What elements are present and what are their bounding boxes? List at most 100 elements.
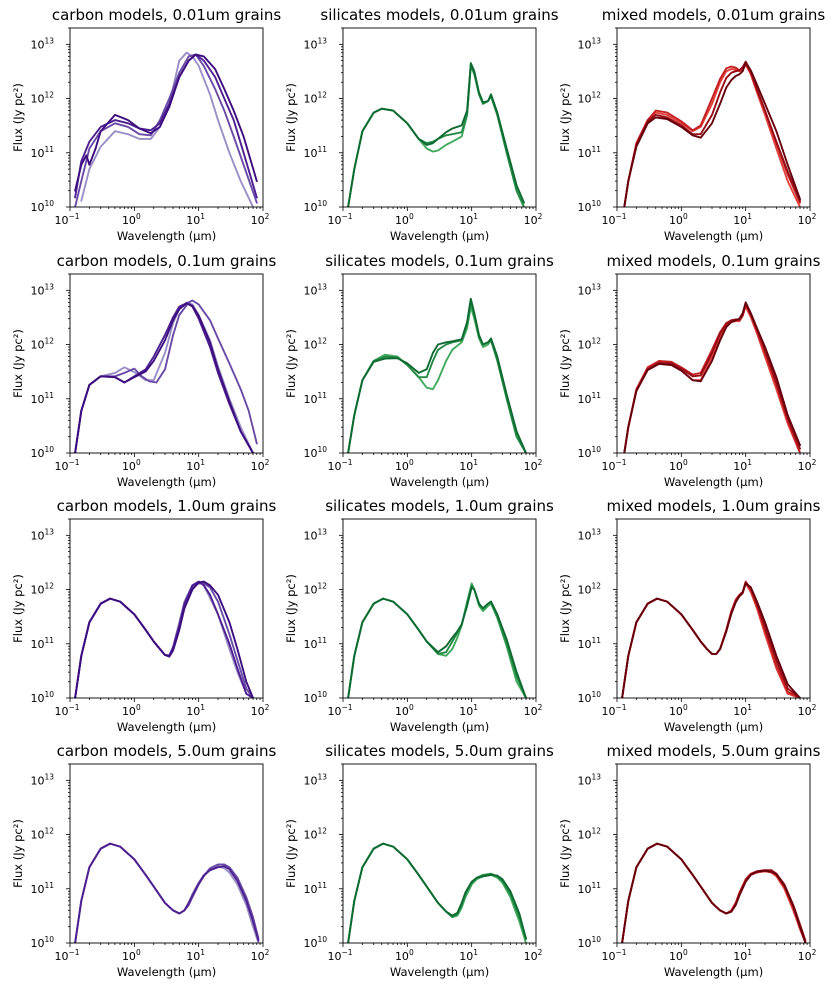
x-tick-label: 10−1: [601, 703, 626, 718]
y-axis-label: Flux (Jy pc²): [558, 329, 572, 398]
x-tick-label: 100: [122, 948, 141, 963]
x-tick-exponent: 2: [265, 703, 270, 712]
y-axis-label: Flux (Jy pc²): [284, 329, 298, 398]
x-tick-label: 100: [122, 458, 141, 473]
x-axis-label: Wavelength (μm): [117, 229, 216, 243]
chart-title: carbon models, 1.0um grains: [57, 497, 277, 515]
series-group: [623, 60, 801, 207]
y-tick-label: 1011: [30, 881, 54, 896]
x-tick-base: 10: [459, 460, 473, 473]
x-tick-base: 10: [601, 460, 615, 473]
x-tick-base: 10: [669, 705, 683, 718]
y-tick-exponent: 10: [44, 445, 54, 454]
y-tick-base: 10: [577, 937, 591, 950]
x-tick-base: 10: [524, 214, 538, 227]
y-tick-exponent: 12: [591, 582, 601, 591]
x-axis-label: Wavelength (μm): [390, 720, 489, 734]
y-tick-label: 1010: [30, 445, 54, 460]
x-tick-label: 100: [669, 703, 688, 718]
x-tick-exponent: −1: [341, 458, 352, 467]
x-tick-base: 10: [459, 705, 473, 718]
series-group: [347, 297, 527, 453]
x-tick-base: 10: [186, 214, 200, 227]
y-tick-base: 10: [30, 93, 44, 106]
y-tick-exponent: 10: [44, 690, 54, 699]
y-tick-label: 1013: [303, 282, 327, 297]
series-line: [623, 303, 801, 453]
chart-title: mixed models, 5.0um grains: [607, 742, 821, 760]
y-axis-label: Flux (Jy pc²): [284, 574, 298, 643]
y-tick-exponent: 13: [317, 282, 327, 291]
y-tick-label: 1010: [577, 690, 601, 705]
y-tick-exponent: 13: [317, 36, 327, 45]
x-tick-exponent: 2: [265, 458, 270, 467]
y-tick-base: 10: [303, 201, 317, 214]
x-tick-label: 10−1: [601, 212, 626, 227]
x-tick-base: 10: [327, 214, 341, 227]
x-tick-exponent: 1: [200, 212, 205, 221]
y-tick-exponent: 11: [44, 145, 54, 154]
x-tick-exponent: −1: [615, 948, 626, 957]
x-tick-label: 102: [524, 458, 543, 473]
x-tick-label: 102: [524, 212, 543, 227]
x-tick-base: 10: [601, 214, 615, 227]
y-tick-exponent: 12: [591, 827, 601, 836]
y-tick-base: 10: [303, 93, 317, 106]
y-tick-exponent: 10: [317, 199, 327, 208]
y-tick-base: 10: [577, 339, 591, 352]
x-tick-base: 10: [251, 705, 265, 718]
y-tick-base: 10: [30, 829, 44, 842]
chart-title: mixed models, 0.01um grains: [602, 6, 826, 24]
plot-frame: [342, 518, 537, 699]
x-tick-exponent: −1: [68, 458, 79, 467]
y-tick-exponent: 12: [591, 337, 601, 346]
x-axis-label: Wavelength (μm): [664, 965, 763, 979]
series-line: [74, 842, 260, 943]
x-tick-label: 102: [251, 458, 270, 473]
y-tick-label: 1011: [30, 145, 54, 160]
x-tick-base: 10: [733, 214, 747, 227]
x-axis-label: Wavelength (μm): [664, 720, 763, 734]
y-tick-base: 10: [577, 93, 591, 106]
chart-title: mixed models, 1.0um grains: [607, 497, 821, 515]
y-tick-base: 10: [303, 147, 317, 160]
series-line: [74, 302, 254, 453]
y-axis-label: Flux (Jy pc²): [284, 83, 298, 152]
x-tick-base: 10: [601, 705, 615, 718]
y-tick-exponent: 10: [317, 690, 327, 699]
y-tick-exponent: 11: [317, 391, 327, 400]
x-tick-label: 101: [459, 948, 478, 963]
x-tick-base: 10: [459, 950, 473, 963]
chart-title: silicates models, 0.1um grains: [325, 252, 554, 270]
plot-frame: [616, 27, 811, 208]
y-tick-base: 10: [30, 284, 44, 297]
series-line: [621, 582, 801, 698]
y-tick-base: 10: [30, 937, 44, 950]
series-line: [347, 301, 527, 453]
y-tick-base: 10: [303, 937, 317, 950]
x-tick-label: 102: [251, 703, 270, 718]
x-tick-label: 102: [251, 948, 270, 963]
chart-title: carbon models, 5.0um grains: [57, 742, 277, 760]
x-tick-base: 10: [251, 950, 265, 963]
y-tick-exponent: 11: [44, 881, 54, 890]
y-tick-exponent: 12: [317, 337, 327, 346]
x-tick-exponent: 1: [200, 458, 205, 467]
y-tick-label: 1011: [577, 636, 601, 651]
series-line: [623, 60, 801, 207]
x-tick-base: 10: [186, 460, 200, 473]
y-tick-exponent: 12: [317, 91, 327, 100]
x-tick-base: 10: [122, 460, 136, 473]
x-tick-exponent: 2: [812, 458, 817, 467]
y-tick-exponent: 10: [591, 445, 601, 454]
y-tick-base: 10: [30, 201, 44, 214]
y-tick-exponent: 12: [44, 582, 54, 591]
y-tick-exponent: 11: [317, 636, 327, 645]
series-group: [347, 842, 527, 943]
y-tick-base: 10: [577, 393, 591, 406]
x-tick-label: 101: [733, 703, 752, 718]
x-tick-exponent: 0: [136, 948, 141, 957]
series-group: [623, 301, 801, 453]
